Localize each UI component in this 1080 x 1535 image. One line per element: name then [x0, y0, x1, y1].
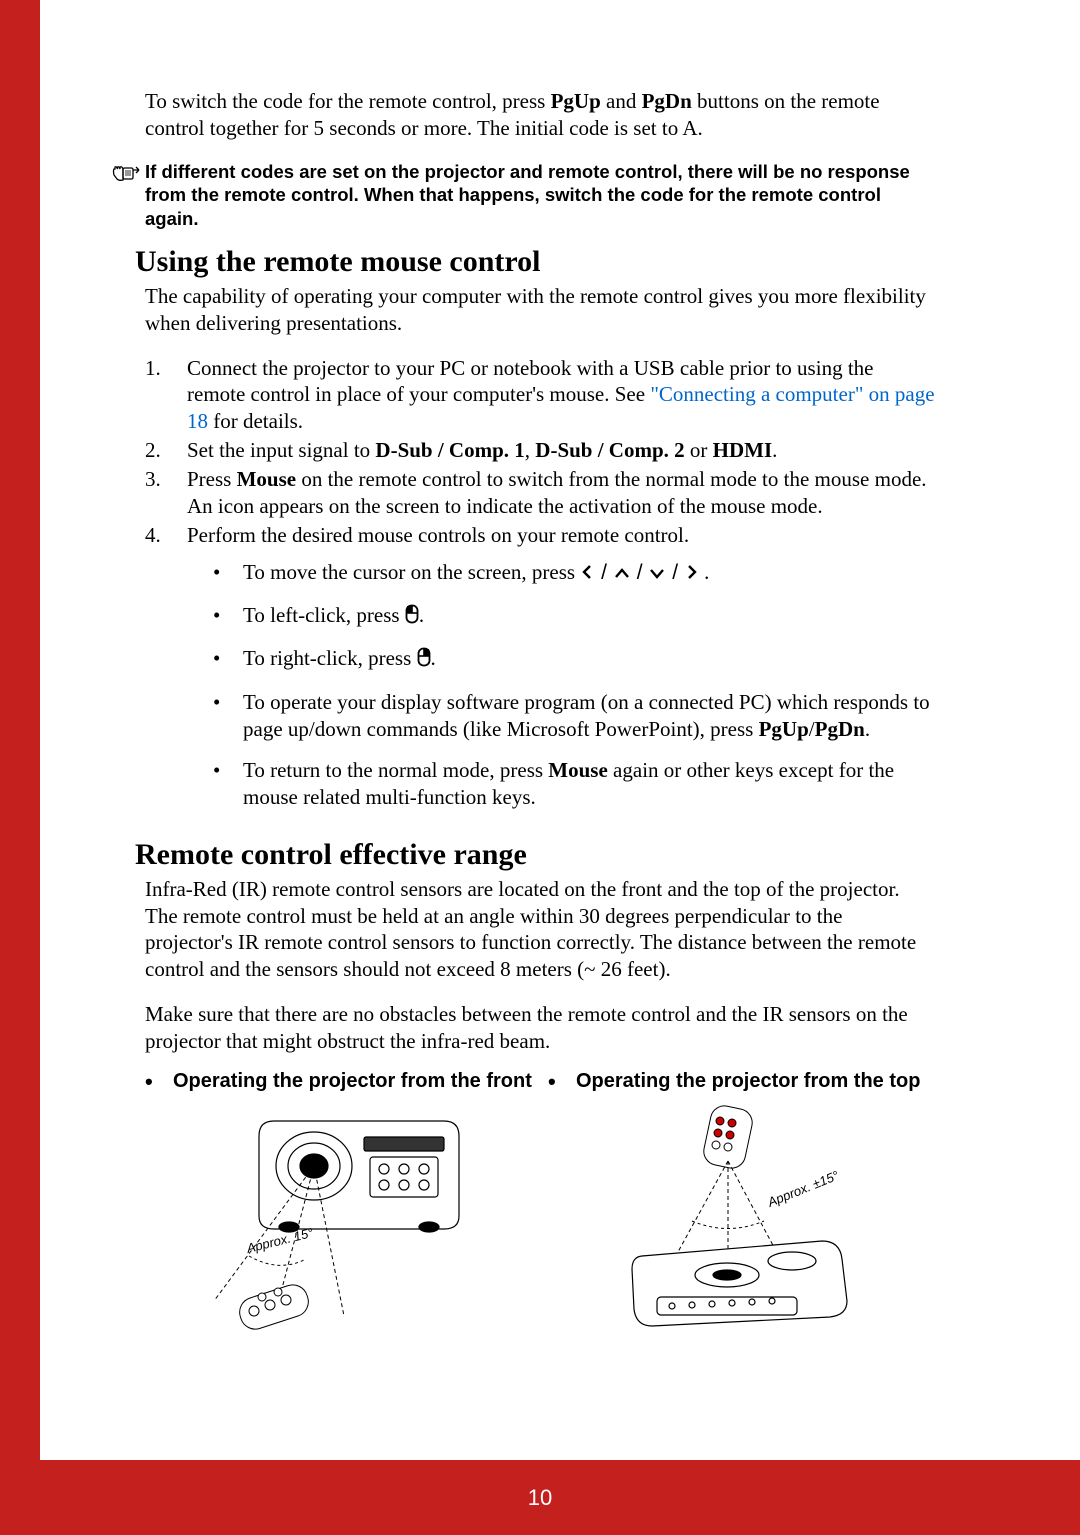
diagram-columns: • Operating the projector from the front — [145, 1069, 935, 1331]
list-item: 1. Connect the projector to your PC or n… — [145, 355, 935, 436]
text: . — [865, 717, 870, 741]
intro-paragraph: To switch the code for the remote contro… — [145, 88, 935, 142]
text: To left-click, press — [243, 603, 405, 627]
bullet-icon: • — [145, 1069, 173, 1095]
sub-list: • To move the cursor on the screen, pres… — [213, 559, 935, 812]
arrow-up-icon — [613, 561, 631, 588]
text: Perform the desired mouse controls on yo… — [187, 523, 689, 547]
list-item: 2. Set the input signal to D-Sub / Comp.… — [145, 437, 935, 464]
page-footer: 10 — [0, 1460, 1080, 1535]
input-label: D-Sub / Comp. 2 — [535, 438, 684, 462]
text: Press — [187, 467, 237, 491]
section2-p2: Make sure that there are no obstacles be… — [145, 1001, 935, 1055]
key-pgup: PgUp — [759, 717, 809, 741]
list-number: 1. — [145, 355, 187, 436]
sub-list-item: • To left-click, press . — [213, 602, 935, 631]
arrow-left-icon — [580, 561, 595, 588]
list-number: 3. — [145, 466, 187, 520]
column-top: • Operating the projector from the top — [548, 1069, 935, 1331]
key-mouse: Mouse — [237, 467, 297, 491]
diagram-front: Approx. 15° — [145, 1101, 532, 1331]
bullet-icon: • — [213, 602, 243, 631]
text: Set the input signal to — [187, 438, 375, 462]
key-pgdn: PgDn — [642, 89, 692, 113]
key-pgup: PgUp — [551, 89, 601, 113]
bullet-icon: • — [213, 689, 243, 744]
text: or — [685, 438, 713, 462]
column-head-front: • Operating the projector from the front — [145, 1069, 532, 1095]
text: To right-click, press — [243, 646, 417, 670]
left-edge-stripe — [0, 0, 40, 1535]
note-hand-icon — [112, 160, 145, 188]
mouse-right-icon — [417, 647, 431, 674]
key-mouse: Mouse — [548, 758, 608, 782]
diagram-top: Approx. ±15° — [548, 1101, 935, 1331]
bullet-icon: • — [213, 645, 243, 674]
list-number: 4. — [145, 522, 187, 826]
text: To return to the normal mode, press — [243, 758, 548, 782]
text: . — [431, 646, 436, 670]
sub-list-item: • To right-click, press . — [213, 645, 935, 674]
arrow-down-icon — [648, 561, 666, 588]
text: . — [772, 438, 777, 462]
list-number: 2. — [145, 437, 187, 464]
list-item: 4. Perform the desired mouse controls on… — [145, 522, 935, 826]
section1-intro: The capability of operating your compute… — [145, 283, 935, 337]
angle-label-top: Approx. ±15° — [764, 1167, 840, 1209]
column-front: • Operating the projector from the front — [145, 1069, 532, 1331]
text: on the remote control to switch from the… — [187, 467, 927, 518]
heading-remote-mouse: Using the remote mouse control — [135, 245, 935, 279]
text: for details. — [208, 409, 303, 433]
text: and — [601, 89, 642, 113]
text: To switch the code for the remote contro… — [145, 89, 551, 113]
sub-list-item: • To move the cursor on the screen, pres… — [213, 559, 935, 588]
column-head-text: Operating the projector from the front — [173, 1069, 532, 1095]
column-head-top: • Operating the projector from the top — [548, 1069, 935, 1095]
text: , — [525, 438, 536, 462]
heading-effective-range: Remote control effective range — [135, 838, 935, 872]
page: To switch the code for the remote contro… — [0, 0, 1080, 1535]
text: . — [419, 603, 424, 627]
arrow-right-icon — [684, 561, 699, 588]
bullet-icon: • — [213, 559, 243, 588]
input-label: HDMI — [713, 438, 773, 462]
mouse-left-icon — [405, 604, 419, 631]
note-callout: If different codes are set on the projec… — [112, 160, 935, 231]
bullet-icon: • — [548, 1069, 576, 1095]
section2-p1: Infra-Red (IR) remote control sensors ar… — [145, 876, 935, 984]
text: To move the cursor on the screen, press — [243, 560, 580, 584]
sub-list-item: • To return to the normal mode, press Mo… — [213, 757, 935, 812]
sub-list-item: • To operate your display software progr… — [213, 689, 935, 744]
page-number: 10 — [528, 1485, 552, 1511]
text: . — [699, 560, 710, 584]
page-content: To switch the code for the remote contro… — [145, 88, 935, 1331]
bullet-icon: • — [213, 757, 243, 812]
note-text: If different codes are set on the projec… — [145, 160, 935, 231]
input-label: D-Sub / Comp. 1 — [375, 438, 524, 462]
column-head-text: Operating the projector from the top — [576, 1069, 920, 1095]
section1-list: 1. Connect the projector to your PC or n… — [145, 355, 935, 826]
list-item: 3. Press Mouse on the remote control to … — [145, 466, 935, 520]
key-pgdn: PgDn — [815, 717, 865, 741]
